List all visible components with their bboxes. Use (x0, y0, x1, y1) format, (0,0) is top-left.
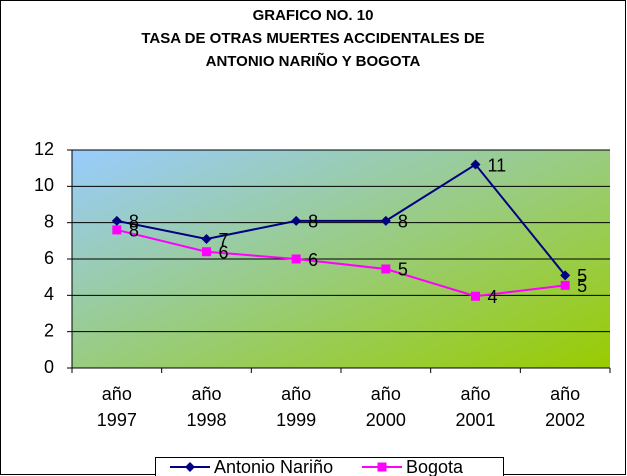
chart-title: TASA DE OTRAS MUERTES ACCIDENTALES DE (141, 30, 484, 47)
data-point (560, 280, 570, 290)
data-point (560, 270, 571, 281)
y-tick-label: 6 (44, 248, 54, 268)
series-line (116, 228, 566, 298)
data-point (381, 264, 391, 274)
legend-label: Bogota (406, 457, 464, 476)
data-point (291, 254, 301, 264)
y-tick-label: 0 (44, 357, 54, 377)
data-label: 7 (219, 230, 229, 250)
data-label: 6 (219, 242, 229, 262)
legend (155, 457, 504, 476)
y-tick-label: 10 (34, 175, 54, 195)
data-point (111, 215, 122, 226)
series-line (116, 163, 566, 276)
x-tick-label: año 2002 (545, 384, 585, 430)
legend-marker (185, 462, 195, 472)
data-label: 8 (129, 212, 139, 232)
data-label: 6 (308, 250, 318, 270)
x-tick-label: año 2001 (455, 384, 495, 430)
data-point (201, 234, 212, 245)
x-tick-label: año 1998 (186, 384, 226, 430)
x-tick-label: año 2000 (366, 384, 406, 430)
data-label: 5 (577, 276, 587, 296)
data-label: 5 (577, 266, 587, 286)
y-tick-label: 8 (44, 211, 54, 231)
data-point (291, 215, 302, 226)
data-label: 5 (398, 260, 408, 280)
data-point (471, 291, 480, 301)
chart-title: GRAFICO NO. 10 (253, 7, 374, 24)
chart-title: ANTONIO NARIÑO Y BOGOTA (206, 52, 421, 70)
y-tick-label: 4 (44, 284, 54, 304)
legend-marker (377, 462, 387, 472)
data-label: 8 (129, 221, 139, 241)
data-label: 4 (488, 287, 498, 307)
data-label: 8 (398, 212, 408, 232)
data-point (470, 159, 481, 170)
data-label: 8 (308, 212, 318, 232)
x-tick-label: año 1997 (97, 384, 137, 430)
legend-label: Antonio Nariño (214, 457, 333, 476)
data-point (380, 215, 391, 226)
data-label: 11 (488, 155, 507, 175)
data-point (202, 247, 211, 257)
x-tick-label: año 1999 (276, 384, 316, 430)
y-tick-label: 12 (34, 139, 54, 159)
data-point (112, 225, 122, 235)
y-tick-label: 2 (44, 320, 54, 340)
